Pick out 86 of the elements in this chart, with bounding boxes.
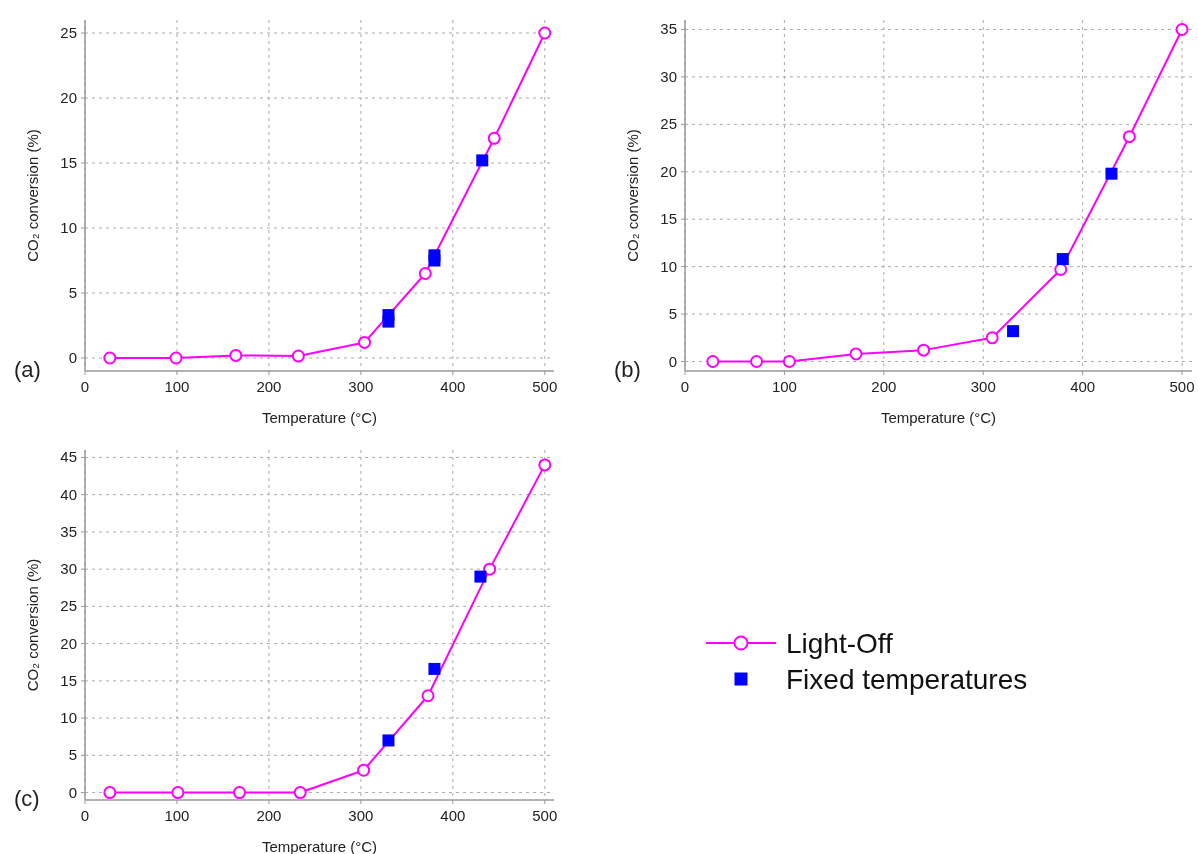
- x-tick-label: 300: [970, 378, 996, 395]
- x-tick-label: 0: [680, 378, 690, 395]
- y-tick-label: 20: [60, 634, 77, 652]
- point: [917, 343, 931, 357]
- y-tick-label: 15: [60, 671, 77, 689]
- y-tick-label: 15: [60, 154, 77, 171]
- x-tick-label: 500: [532, 807, 558, 824]
- point: [1122, 130, 1136, 144]
- point: [1054, 263, 1068, 276]
- point: [171, 786, 185, 800]
- legend-label: Light-Off: [786, 628, 894, 659]
- legend-label: Fixed temperatures: [786, 664, 1028, 695]
- point: [382, 734, 395, 747]
- y-tick-label: 0: [668, 352, 677, 370]
- point: [1056, 253, 1069, 266]
- y-tick-label: 10: [660, 257, 677, 275]
- point: [358, 335, 372, 349]
- x-tick-label: 300: [348, 378, 374, 395]
- y-axis-title: CO₂ conversion (%): [624, 129, 641, 262]
- point: [229, 348, 243, 362]
- point: [169, 351, 183, 365]
- y-tick-label: 0: [68, 349, 77, 366]
- y-tick-label: 10: [60, 709, 77, 727]
- x-tick-label: 400: [1070, 378, 1096, 395]
- y-tick-label: 35: [60, 522, 77, 540]
- x-axis-title: Temperature (°C): [261, 409, 378, 426]
- point: [750, 355, 764, 369]
- y-tick-label: 15: [660, 210, 677, 228]
- point: [483, 562, 497, 576]
- point: [421, 689, 435, 703]
- point: [538, 458, 552, 472]
- x-tick-label: 100: [771, 378, 797, 395]
- y-tick-label: 5: [68, 746, 77, 764]
- text: (a): [14, 357, 41, 382]
- y-tick-label: 45: [60, 448, 77, 466]
- text: (b): [614, 357, 641, 382]
- y-tick-label: 5: [68, 284, 77, 301]
- x-tick-label: 500: [1169, 378, 1195, 395]
- y-axis-title: CO₂ conversion (%): [24, 558, 41, 692]
- x-tick-label: 100: [164, 378, 190, 395]
- y-tick-label: 30: [660, 67, 677, 85]
- point: [428, 662, 441, 675]
- x-tick-label: 400: [440, 807, 466, 824]
- point: [357, 763, 371, 777]
- point: [782, 355, 796, 369]
- y-tick-label: 5: [668, 305, 677, 323]
- point: [985, 331, 999, 345]
- x-tick-label: 200: [256, 807, 282, 824]
- y-tick-label: 25: [60, 597, 77, 615]
- x-axis-title: Temperature (°C): [880, 409, 997, 426]
- point: [293, 786, 307, 800]
- point: [232, 786, 246, 800]
- y-tick-label: 30: [60, 560, 77, 578]
- y-tick-label: 35: [660, 20, 677, 38]
- x-tick-label: 0: [80, 378, 90, 395]
- y-tick-label: 0: [68, 783, 77, 801]
- point: [474, 570, 487, 583]
- point: [849, 347, 863, 361]
- x-tick-label: 200: [871, 378, 897, 395]
- x-tick-label: 100: [164, 807, 190, 824]
- x-tick-label: 500: [532, 378, 558, 395]
- y-tick-label: 25: [60, 24, 77, 41]
- y-tick-label: 20: [60, 89, 77, 106]
- point: [382, 309, 395, 322]
- point: [418, 267, 432, 280]
- x-tick-label: 400: [440, 378, 466, 395]
- y-tick-label: 40: [60, 485, 77, 503]
- point: [428, 249, 441, 262]
- point: [487, 131, 501, 145]
- y-axis-title: CO₂ conversion (%): [24, 129, 41, 262]
- point: [103, 786, 117, 800]
- y-tick-label: 20: [660, 162, 677, 180]
- point: [1007, 325, 1020, 338]
- point: [538, 26, 552, 40]
- point: [476, 154, 489, 167]
- x-tick-label: 300: [348, 807, 374, 824]
- point: [1175, 22, 1189, 36]
- point: [103, 351, 117, 365]
- point: [706, 355, 720, 369]
- point: [291, 349, 305, 363]
- x-tick-label: 200: [256, 378, 282, 395]
- y-tick-label: 10: [60, 219, 77, 236]
- x-tick-label: 0: [80, 807, 90, 824]
- y-tick-label: 25: [660, 115, 677, 133]
- point: [1105, 167, 1118, 180]
- text: (c): [14, 786, 40, 811]
